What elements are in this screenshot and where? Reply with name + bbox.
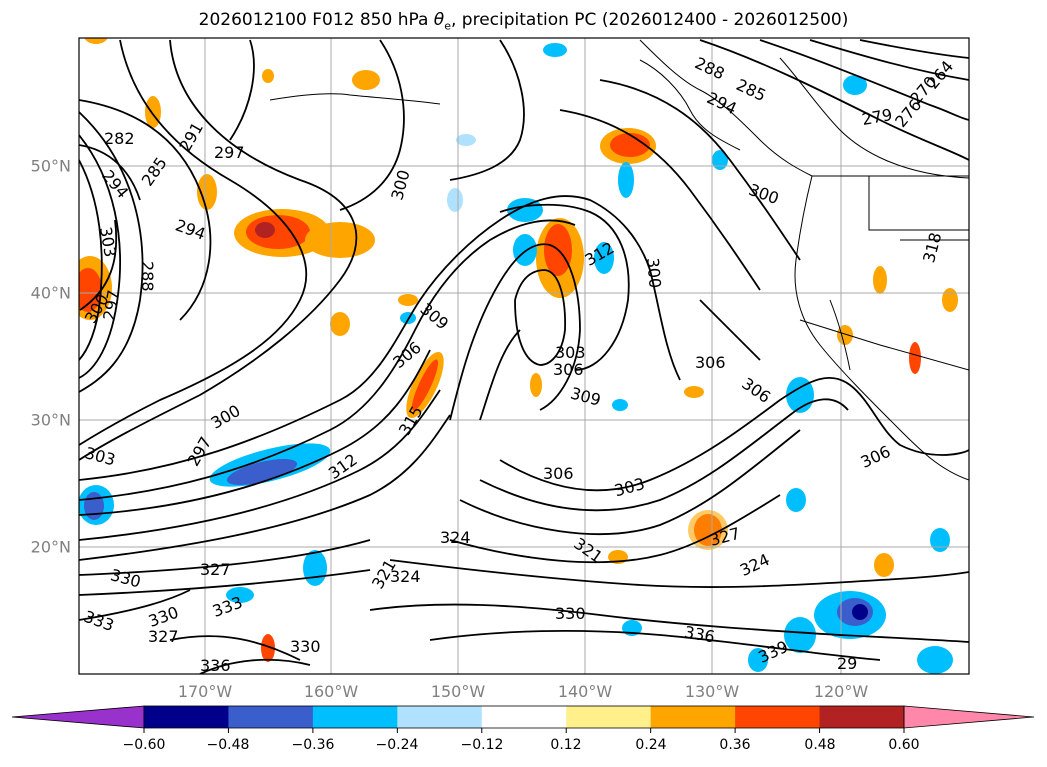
colorbar-tick-label: −0.24: [375, 737, 419, 753]
map-title: 2026012100 F012 850 hPa θe, precipitatio…: [198, 10, 849, 33]
colorbar-tick-label: 0.24: [635, 737, 667, 753]
contour-label: 306: [695, 353, 726, 372]
lon-label: 170°W: [177, 682, 233, 701]
colorbar: [11, 705, 1035, 733]
colorbar-swatch: [228, 706, 314, 728]
contour-label: 324: [390, 567, 421, 586]
coastlines: [269, 39, 969, 481]
map-frame: [78, 37, 970, 675]
contour-label: 282: [104, 129, 135, 148]
precip-negative-shading: [79, 43, 953, 674]
colorbar-tick-label: 0.48: [804, 737, 836, 753]
colorbar-extend-high: [903, 705, 1035, 729]
contour-label: 300: [643, 257, 665, 289]
contour-label: 303: [555, 343, 586, 362]
precip-positive-shading: [79, 38, 958, 662]
colorbar-swatch: [566, 706, 652, 728]
colorbar-swatches: [144, 706, 905, 728]
contour-label: 288: [138, 261, 157, 292]
contour-label: 330: [555, 604, 586, 623]
colorbar-outline: [143, 705, 905, 729]
colorbar-swatch: [312, 706, 398, 728]
lon-label: 140°W: [557, 682, 613, 701]
colorbar-tick-label: −0.36: [291, 737, 335, 753]
lon-label: 130°W: [684, 682, 740, 701]
graticule: [79, 38, 969, 674]
contour-label: 330: [290, 637, 321, 656]
contour-label: 306: [553, 360, 584, 379]
contour-label: 336: [200, 656, 231, 675]
colorbar-swatch: [397, 706, 483, 728]
colorbar-tick-label: 0.12: [550, 737, 582, 753]
map-plot-area: 282 285 291 297 294 294 303 288 297 300 …: [79, 38, 969, 675]
colorbar-tick-label: −0.60: [122, 737, 166, 753]
contour-label: 327: [148, 627, 179, 646]
lat-label: 40°N: [30, 283, 71, 303]
colorbar-swatch: [735, 706, 821, 728]
lat-label: 50°N: [30, 156, 71, 176]
colorbar-swatch: [819, 706, 905, 728]
contour-label: 297: [214, 143, 245, 162]
colorbar-tick-label: 0.60: [888, 737, 920, 753]
contour-label: 306: [543, 464, 574, 483]
colorbar-tick-label: 0.36: [719, 737, 751, 753]
colorbar-swatch: [144, 706, 229, 728]
colorbar-tick-label: −0.12: [460, 737, 504, 753]
lon-label: 120°W: [813, 682, 869, 701]
contour-label: 324: [440, 528, 471, 547]
colorbar-swatch: [650, 706, 736, 728]
lat-label: 30°N: [30, 410, 71, 430]
contour-label: 29: [837, 654, 857, 673]
colorbar-extend-low: [11, 705, 145, 729]
theta-e-contours: [79, 39, 969, 674]
lon-label: 160°W: [303, 682, 359, 701]
colorbar-tick-label: −0.48: [206, 737, 250, 753]
contour-label: 327: [200, 560, 231, 579]
lat-label: 20°N: [30, 537, 71, 557]
lon-label: 150°W: [430, 682, 486, 701]
colorbar-swatch: [481, 706, 567, 728]
